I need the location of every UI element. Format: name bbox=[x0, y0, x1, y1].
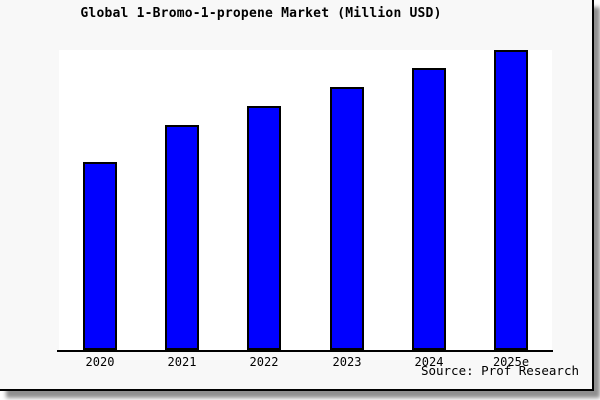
bar-2023 bbox=[330, 87, 364, 350]
x-tick-label-2025e: 2025e bbox=[492, 355, 530, 369]
x-tick-label-2021: 2021 bbox=[167, 355, 197, 369]
bar-2021 bbox=[165, 125, 199, 350]
source-credit: Source: Prof Research bbox=[420, 363, 579, 378]
bar-2022 bbox=[247, 106, 281, 350]
chart-title: Global 1-Bromo-1-propene Market (Million… bbox=[80, 6, 442, 21]
x-tick-label-2020: 2020 bbox=[85, 355, 115, 369]
x-tick-label-2024: 2024 bbox=[414, 355, 444, 369]
plot-area bbox=[59, 50, 552, 350]
figure-frame: Global 1-Bromo-1-propene Market (Million… bbox=[0, 0, 594, 391]
bar-2020 bbox=[83, 162, 117, 350]
x-tick-label-2022: 2022 bbox=[249, 355, 279, 369]
x-tick-label-2023: 2023 bbox=[332, 355, 362, 369]
bar-2025e bbox=[494, 50, 528, 350]
bar-2024 bbox=[412, 68, 446, 350]
x-axis-line bbox=[57, 350, 553, 352]
